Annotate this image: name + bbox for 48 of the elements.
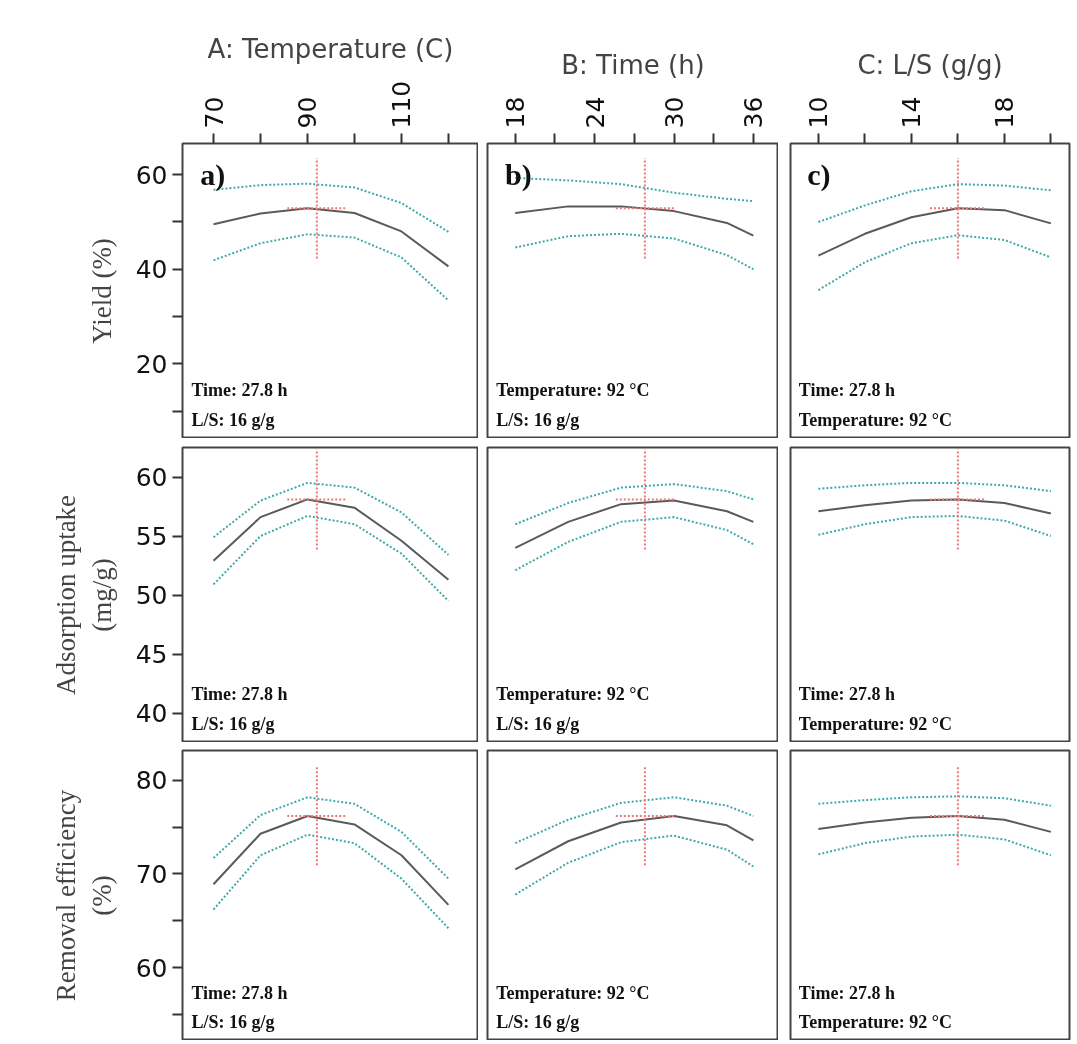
y-axis-title: Removal efficiency (%): [50, 789, 117, 1002]
x-tick-label: 18: [990, 96, 1020, 129]
y-tick-label: 60: [135, 463, 168, 492]
y-tick-label: 20: [135, 349, 168, 379]
annotation: Temperature: 92 °C: [798, 409, 953, 430]
annotation: Time: 27.8 h: [798, 380, 896, 401]
annotation: L/S: 16 g/g: [191, 409, 275, 430]
x-axis-title: B: Time (h): [561, 49, 705, 80]
annotation: Time: 27.8 h: [191, 380, 288, 401]
annotation: Time: 27.8 h: [798, 982, 896, 1003]
annotation: Time: 27.8 h: [798, 684, 896, 705]
x-tick-label: 10: [804, 96, 834, 129]
x-tick-label: 30: [660, 96, 689, 129]
annotation: L/S: 16 g/g: [191, 713, 275, 734]
x-tick-label: 90: [293, 96, 323, 129]
annotation: Temperature: 92 °C: [496, 684, 650, 705]
y-tick-label: 45: [135, 640, 168, 669]
y-tick-label: 70: [135, 859, 168, 889]
y-axis-title: Yield (%): [86, 238, 117, 344]
annotation: b): [504, 158, 532, 193]
annotation: L/S: 16 g/g: [496, 1011, 580, 1032]
y-tick-label: 60: [135, 953, 168, 983]
annotation: Temperature: 92 °C: [496, 380, 650, 401]
y-tick-label: 80: [135, 766, 168, 796]
annotation: Temperature: 92 °C: [798, 713, 953, 734]
x-axis-title: A: Temperature (C): [207, 33, 454, 64]
x-tick-label: 14: [897, 96, 927, 129]
x-tick-label: 70: [199, 96, 229, 129]
x-axis-title: C: L/S (g/g): [857, 49, 1003, 80]
annotation: L/S: 16 g/g: [496, 409, 580, 430]
annotation: c): [807, 158, 831, 193]
x-tick-label: 110: [387, 80, 417, 129]
y-tick-label: 50: [135, 581, 168, 610]
annotation: Time: 27.8 h: [191, 684, 288, 705]
y-tick-label: 60: [135, 160, 168, 190]
annotation: Temperature: 92 °C: [496, 982, 650, 1003]
y-tick-label: 40: [135, 699, 168, 728]
annotation: L/S: 16 g/g: [191, 1011, 275, 1032]
x-tick-label: 36: [739, 96, 769, 129]
y-tick-label: 40: [135, 255, 168, 285]
x-tick-label: 24: [580, 96, 610, 129]
annotation: a): [200, 158, 226, 193]
y-axis-title: Adsorption uptake (mg/g): [50, 494, 117, 696]
annotation: L/S: 16 g/g: [496, 713, 580, 734]
x-tick-label: 18: [501, 96, 531, 129]
annotation: Temperature: 92 °C: [798, 1011, 953, 1032]
annotation: Time: 27.8 h: [191, 982, 288, 1003]
y-tick-label: 55: [135, 522, 168, 551]
